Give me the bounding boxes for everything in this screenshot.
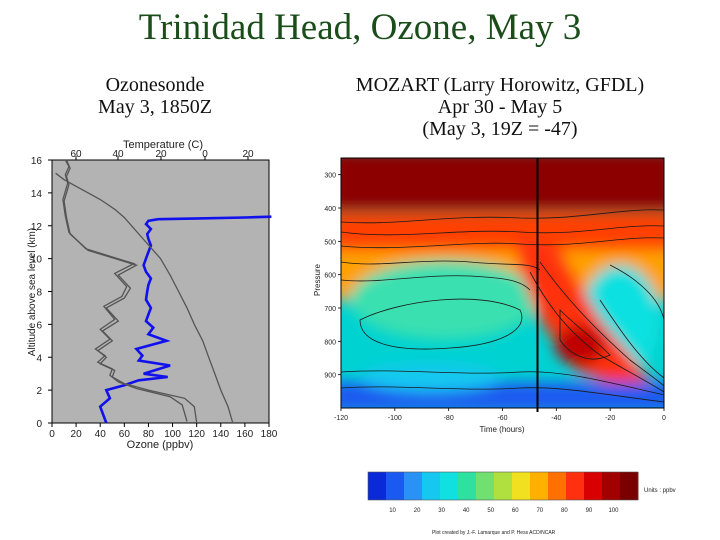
sonde-plot-area bbox=[51, 159, 270, 424]
colorbar-tick-label: 10 bbox=[389, 508, 396, 514]
contour-lines bbox=[341, 209, 664, 403]
colorbar-swatch bbox=[620, 472, 639, 500]
colorbar-swatch bbox=[548, 472, 567, 500]
colorbar-tick-label: 90 bbox=[586, 508, 593, 514]
pressure-tick-label: 600 bbox=[324, 273, 336, 280]
pressure-tick-label: 300 bbox=[324, 173, 336, 180]
contour-peak bbox=[555, 325, 605, 365]
time-axis-label: Time (hours) bbox=[479, 425, 524, 434]
colorbar-swatch bbox=[386, 472, 405, 500]
temperature-tick-label: 20 bbox=[242, 149, 254, 160]
pressure-axis-label: Pressure bbox=[313, 263, 322, 296]
colorbar-swatch bbox=[404, 472, 423, 500]
x-tick-label: 120 bbox=[188, 429, 205, 440]
time-tick-label: -60 bbox=[497, 415, 507, 422]
right-subtitle-line: MOZART (Larry Horowitz, GFDL) bbox=[355, 74, 645, 96]
x-tick-label: 160 bbox=[237, 429, 254, 440]
colorbar-tick-label: 80 bbox=[561, 508, 568, 514]
colorbar-tick-label: 60 bbox=[512, 508, 519, 514]
profile-trace-line bbox=[55, 172, 234, 424]
colorbar-units: Units : ppbv bbox=[644, 488, 676, 494]
colorbar-tick-label: 50 bbox=[487, 508, 494, 514]
time-tick-label: -40 bbox=[551, 415, 561, 422]
colorbar-tick-label: 40 bbox=[463, 508, 470, 514]
x-tick-label: 40 bbox=[95, 429, 107, 440]
left-subtitle: Ozonesonde May 3, 1850Z bbox=[60, 74, 250, 118]
time-tick-label: -120 bbox=[334, 415, 348, 422]
pressure-tick-label: 800 bbox=[324, 339, 336, 346]
x-tick-label: 20 bbox=[71, 429, 83, 440]
temperature-tick-label: 60 bbox=[70, 149, 82, 160]
ozone-profile-line bbox=[98, 215, 272, 424]
y-tick-label: 8 bbox=[36, 288, 42, 299]
right-subtitle-line: (May 3, 19Z = -47) bbox=[422, 118, 578, 140]
colorbar-swatch bbox=[566, 472, 585, 500]
colorbar-swatch bbox=[494, 472, 513, 500]
colorbar-swatch bbox=[512, 472, 531, 500]
x-tick-label: 0 bbox=[49, 429, 55, 440]
slide-title: Trinidad Head, Ozone, May 3 bbox=[138, 7, 582, 48]
pressure-tick-label: 400 bbox=[324, 206, 336, 213]
x-tick-label: 100 bbox=[164, 429, 181, 440]
colorbar-tick-label: 70 bbox=[536, 508, 543, 514]
right-subtitle: MOZART (Larry Horowitz, GFDL) Apr 30 - M… bbox=[320, 74, 680, 140]
profile-trace-line bbox=[62, 159, 188, 422]
y-tick-label: 14 bbox=[31, 189, 43, 200]
y-tick-label: 6 bbox=[36, 320, 42, 331]
temperature-tick-label: 20 bbox=[155, 149, 167, 160]
time-tick-label: 0 bbox=[662, 415, 666, 422]
colorbar-swatch bbox=[440, 472, 459, 500]
colorbar-tick-label: 30 bbox=[438, 508, 445, 514]
x-tick-label: 60 bbox=[119, 429, 131, 440]
y-tick-label: 16 bbox=[31, 156, 43, 167]
x-tick-label: 140 bbox=[212, 429, 229, 440]
colorbar-swatch bbox=[530, 472, 549, 500]
profile-trace-line bbox=[63, 159, 198, 424]
y-tick-label: 12 bbox=[31, 222, 43, 233]
pressure-tick-label: 500 bbox=[324, 239, 336, 246]
left-subtitle-line: May 3, 1850Z bbox=[98, 96, 212, 118]
colorbar-swatch bbox=[422, 472, 441, 500]
colorbar-frame bbox=[367, 471, 639, 501]
x-tick-label: 180 bbox=[261, 429, 278, 440]
left-subtitle-line: Ozonesonde bbox=[105, 74, 205, 96]
colorbar-swatch bbox=[368, 472, 387, 500]
colorbar-tick-label: 100 bbox=[608, 508, 619, 514]
right-subtitle-line: Apr 30 - May 5 bbox=[437, 96, 563, 118]
pressure-tick-label: 900 bbox=[324, 373, 336, 380]
contour-band bbox=[341, 158, 664, 210]
colorbar-swatch bbox=[584, 472, 603, 500]
colorbar-swatch bbox=[458, 472, 477, 500]
contour-plume bbox=[515, 235, 650, 395]
altitude-axis-label: Altitude above sea level (km) bbox=[27, 228, 38, 356]
time-tick-label: -20 bbox=[605, 415, 615, 422]
time-tick-label: -80 bbox=[444, 415, 454, 422]
y-tick-label: 2 bbox=[36, 386, 42, 397]
time-tick-label: -100 bbox=[388, 415, 402, 422]
temperature-tick-label: 0 bbox=[202, 149, 208, 160]
y-tick-label: 10 bbox=[31, 255, 43, 266]
temperature-axis-label: Temperature (C) bbox=[123, 139, 203, 151]
colorbar-swatch bbox=[476, 472, 495, 500]
pressure-tick-label: 700 bbox=[324, 306, 336, 313]
plot-credit: Plot created by J.-F. Lamarque and P. He… bbox=[432, 530, 556, 536]
colorbar-swatch bbox=[602, 472, 621, 500]
ozone-axis-label: Ozone (ppbv) bbox=[127, 439, 194, 451]
y-tick-label: 4 bbox=[36, 353, 42, 364]
y-tick-label: 0 bbox=[36, 419, 42, 430]
colorbar-tick-label: 20 bbox=[414, 508, 421, 514]
temperature-tick-label: 40 bbox=[112, 149, 124, 160]
x-tick-label: 80 bbox=[143, 429, 155, 440]
